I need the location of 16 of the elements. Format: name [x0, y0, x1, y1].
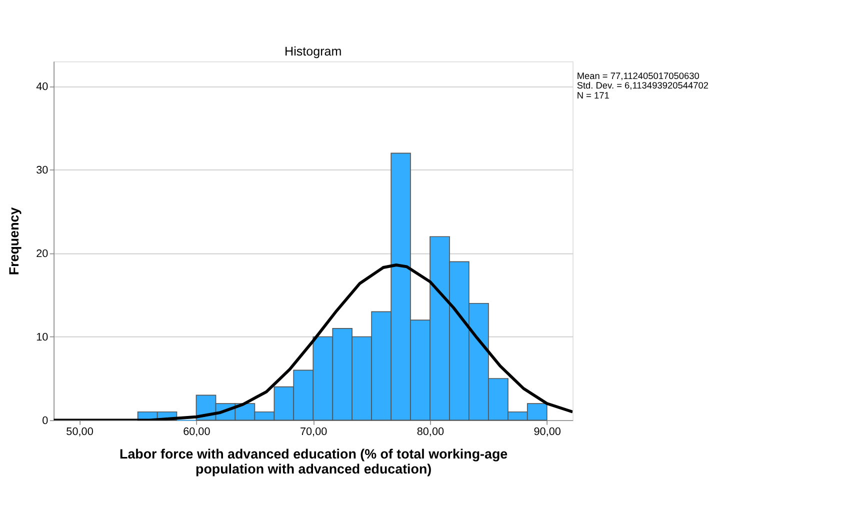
- y-tick-label: 10: [36, 332, 48, 344]
- text: Std. Dev. = 6,113493920544702: [576, 80, 708, 91]
- y-tick-label: 0: [42, 414, 48, 427]
- y-tick-label: 20: [36, 248, 48, 260]
- y-axis-title: Frequency: [6, 206, 22, 276]
- x-tick-label: 50,00: [66, 426, 94, 438]
- chart-title: Histogram: [284, 44, 342, 59]
- x-tick-label: 70,00: [300, 426, 328, 438]
- x-tick-label: 90,00: [534, 426, 561, 438]
- x-tick-label: 80,00: [416, 426, 444, 438]
- y-tick-label: 30: [36, 164, 48, 177]
- text: Mean = 77,112405017050630: [576, 70, 700, 81]
- text: N = 171: [576, 90, 610, 100]
- x-tick-label: 60,00: [183, 426, 210, 438]
- y-tick-label: 40: [36, 81, 48, 94]
- x-axis-title: Labor force with advanced education (% of total working-age population with advanced education): [120, 446, 508, 476]
